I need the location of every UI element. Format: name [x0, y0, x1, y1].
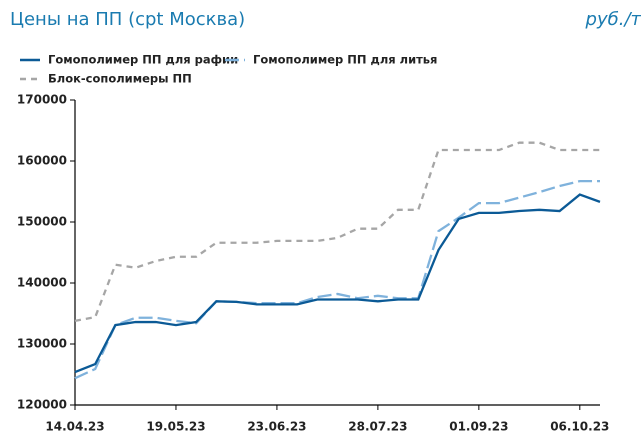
- y-tick-label: 130000: [17, 337, 67, 351]
- y-tick-label: 140000: [17, 276, 67, 290]
- x-tick-label: 06.10.23: [550, 420, 609, 434]
- y-tick-label: 120000: [17, 398, 67, 412]
- legend-label: Гомополимер ПП для литья: [253, 53, 437, 67]
- legend-label: Блок-сополимеры ПП: [48, 72, 192, 86]
- series-line: [74, 179, 600, 380]
- unit-label: руб./т: [585, 9, 641, 30]
- x-tick-label: 14.04.23: [45, 420, 104, 434]
- legend-label: Гомополимер ПП для рафии: [48, 53, 238, 67]
- x-tick-label: 28.07.23: [348, 420, 407, 434]
- series-line: [74, 193, 601, 374]
- series-line: [74, 141, 600, 322]
- x-tick-label: 01.09.23: [449, 420, 508, 434]
- y-tick-label: 160000: [17, 154, 67, 168]
- y-tick-label: 170000: [17, 93, 67, 107]
- y-tick-label: 150000: [17, 215, 67, 229]
- x-tick-label: 19.05.23: [146, 420, 205, 434]
- x-tick-label: 23.06.23: [247, 420, 306, 434]
- chart-title: Цены на ПП (cpt Москва): [10, 9, 245, 30]
